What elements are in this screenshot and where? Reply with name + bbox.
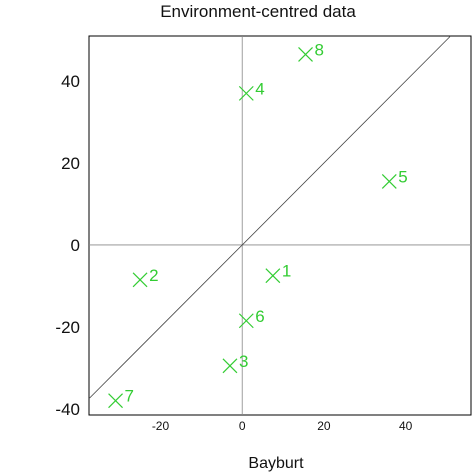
- point-marker: [132, 272, 148, 288]
- x-tick-label: 20: [317, 419, 331, 433]
- y-tick-label: 20: [61, 154, 80, 173]
- x-tick-label: 0: [239, 419, 246, 433]
- point-8: 8: [298, 40, 324, 62]
- y-tick-label: -40: [55, 400, 80, 419]
- y-tick-label: 40: [61, 72, 80, 91]
- point-6: 6: [238, 307, 265, 329]
- y-tick-labels: -40 -20 0 20 40: [55, 72, 80, 419]
- point-label: 2: [149, 266, 158, 285]
- point-marker: [238, 85, 254, 101]
- point-marker: [108, 393, 123, 409]
- point-2: 2: [132, 266, 159, 288]
- point-marker: [265, 268, 281, 284]
- point-4: 4: [238, 79, 265, 101]
- point-label: 6: [255, 307, 264, 326]
- reference-lines: [88, 35, 471, 415]
- x-tick-labels: -20 0 20 40: [152, 419, 413, 433]
- point-marker: [222, 358, 238, 374]
- point-marker: [238, 313, 254, 329]
- point-label: 3: [239, 352, 248, 371]
- x-tick-label: -20: [152, 419, 170, 433]
- point-label: 5: [398, 167, 407, 186]
- point-7: 7: [108, 387, 134, 409]
- point-label: 8: [315, 40, 324, 59]
- x-axis-label: Bayburt: [248, 455, 304, 472]
- point-label: 1: [282, 262, 291, 281]
- point-label: 7: [125, 387, 134, 406]
- point-marker: [298, 47, 313, 62]
- chart-title: Environment-centred data: [160, 2, 356, 21]
- point-marker: [381, 174, 397, 189]
- point-3: 3: [222, 352, 248, 374]
- point-1: 1: [265, 262, 291, 284]
- x-tick-label: 40: [399, 419, 413, 433]
- point-label: 4: [255, 79, 264, 98]
- point-5: 5: [381, 167, 408, 189]
- data-points: 1 2 3 4 5 6 7 8: [108, 40, 408, 409]
- y-tick-label: -20: [55, 318, 80, 337]
- identity-line: [88, 35, 451, 399]
- y-tick-label: 0: [71, 236, 80, 255]
- plot-frame: [88, 35, 472, 416]
